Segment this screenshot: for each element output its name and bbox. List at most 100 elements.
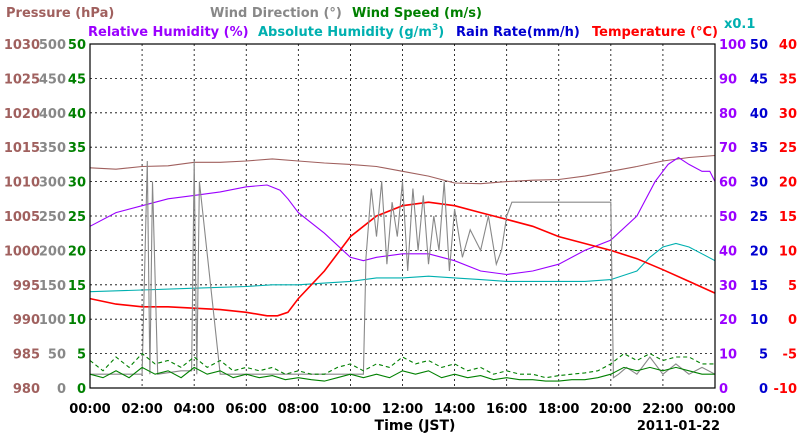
series-line-temperature [89,201,716,317]
series-line-wind-direction [90,160,716,379]
tick-label-pressure: 995 [13,279,40,294]
tick-label-temperature: 25 [779,141,797,156]
tick-label-temperature: 0 [788,313,797,328]
tick-label-relative-humidity: 60 [719,176,737,191]
legend-wind-direction: Wind Direction (°) [210,6,342,21]
tick-labels: 9809859909951000100510101015102010251030… [4,38,797,417]
tick-label-rain-rate: 50 [750,38,768,53]
x-tick-label: 00:00 [694,402,735,417]
tick-label-rain-rate: 25 [750,210,768,225]
tick-label-rain-rate: 45 [750,72,768,87]
tick-label-pressure: 1025 [4,72,40,87]
tick-label-wind-speed: 5 [77,348,86,363]
plot-frame [89,43,716,389]
tick-label-relative-humidity: 70 [719,141,737,156]
tick-label-rain-rate: 35 [750,141,768,156]
tick-label-relative-humidity: 0 [719,382,728,397]
tick-label-wind-direction: 0 [57,382,66,397]
tick-label-temperature: 5 [788,279,797,294]
series-line-relative-humidity [89,156,716,276]
tick-label-pressure: 1020 [4,107,40,122]
tick-label-wind-direction: 200 [39,244,66,259]
tick-label-wind-direction: 400 [39,107,66,122]
legend-absolute-humidity: Absolute Humidity (g/m3) [258,23,444,40]
tick-label-pressure: 985 [13,348,40,363]
series-line-wind-speed [89,366,715,382]
tick-label-wind-direction: 100 [39,313,66,328]
tick-label-rain-rate: 15 [750,279,768,294]
date-label: 2011-01-22 [637,419,720,434]
tick-label-pressure: 990 [13,313,40,328]
tick-label-temperature: 20 [779,176,797,191]
tick-label-rain-rate: 10 [750,313,768,328]
x-tick-label: 12:00 [382,402,423,417]
tick-label-relative-humidity: 90 [719,72,737,87]
tick-label-wind-direction: 150 [39,279,66,294]
tick-label-rain-rate: 40 [750,107,768,122]
tick-label-wind-direction: 50 [48,348,66,363]
tick-label-wind-direction: 350 [39,141,66,156]
tick-label-wind-direction: 300 [39,176,66,191]
tick-label-pressure: 1000 [4,244,40,259]
x-tick-label: 10:00 [330,402,371,417]
tick-label-temperature: 10 [779,244,797,259]
legend-rain-rate: Rain Rate(mm/h) [456,25,580,40]
tick-label-rain-rate: 20 [750,244,768,259]
tick-label-relative-humidity: 30 [719,279,737,294]
x-tick-label: 00:00 [69,402,110,417]
series-layer [89,154,716,382]
tick-label-temperature: 35 [779,72,797,87]
legend-wind-speed: Wind Speed (m/s) [352,6,482,21]
tick-label-wind-speed: 20 [68,244,86,259]
x-tick-label: 14:00 [434,402,475,417]
tick-label-temperature: 30 [779,107,797,122]
tick-label-wind-speed: 25 [68,210,86,225]
legend-pressure: Pressure (hPa) [6,6,114,21]
tick-label-temperature: 40 [779,38,797,53]
x-tick-label: 06:00 [226,402,267,417]
grid [90,44,715,388]
tick-label-relative-humidity: 80 [719,107,737,122]
x-tick-label: 22:00 [642,402,683,417]
tick-label-wind-direction: 250 [39,210,66,225]
tick-label-temperature: 15 [779,210,797,225]
legend-relative-humidity: Relative Humidity (%) [88,25,249,40]
tick-label-wind-direction: 450 [39,72,66,87]
tick-label-pressure: 1005 [4,210,40,225]
series-line-wind-speed-gust [89,352,715,379]
x-tick-label: 08:00 [278,402,319,417]
x-axis-title: Time (JST) [375,418,456,434]
tick-label-wind-speed: 40 [68,107,86,122]
tick-label-wind-speed: 0 [77,382,86,397]
tick-label-rain-rate: 30 [750,176,768,191]
tick-label-relative-humidity: 100 [719,38,746,53]
tick-label-rain-rate: 0 [759,382,768,397]
tick-label-relative-humidity: 50 [719,210,737,225]
x-tick-label: 16:00 [486,402,527,417]
x-tick-label: 04:00 [173,402,214,417]
x-tick-label: 18:00 [538,402,579,417]
tick-label-relative-humidity: 10 [719,348,737,363]
tick-label-wind-speed: 10 [68,313,86,328]
tick-label-wind-speed: 15 [68,279,86,294]
tick-label-temperature: -5 [783,348,797,363]
tick-label-rain-rate: 5 [759,348,768,363]
tick-label-pressure: 1030 [4,38,40,53]
series-line-absolute-humidity [89,242,716,293]
tick-label-relative-humidity: 40 [719,244,737,259]
tick-label-temperature: -10 [774,382,798,397]
tick-label-pressure: 980 [13,382,40,397]
tick-label-wind-direction: 500 [39,38,66,53]
tick-label-pressure: 1015 [4,141,40,156]
tick-label-wind-speed: 50 [68,38,86,53]
tick-label-wind-speed: 45 [68,72,86,87]
x-tick-label: 02:00 [121,402,162,417]
tick-label-pressure: 1010 [4,176,40,191]
absolute-humidity-multiplier: x0.1 [724,17,755,32]
tick-label-relative-humidity: 20 [719,313,737,328]
x-tick-label: 20:00 [590,402,631,417]
tick-label-wind-speed: 35 [68,141,86,156]
legend-temperature: Temperature (°C) [592,25,718,40]
tick-label-wind-speed: 30 [68,176,86,191]
